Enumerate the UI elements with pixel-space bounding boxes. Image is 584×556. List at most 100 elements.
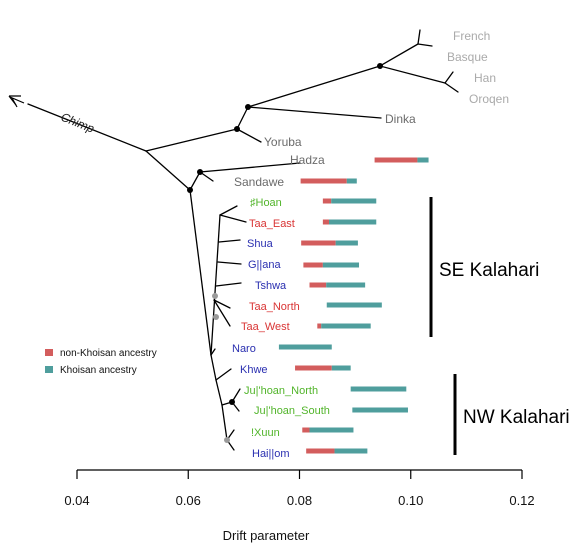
x-axis-label: Drift parameter bbox=[223, 528, 310, 543]
bar-khoisan-taa-east bbox=[328, 219, 377, 225]
x-tick-label: 0.04 bbox=[64, 493, 89, 508]
bar-non-khoisan-hoan bbox=[322, 198, 332, 204]
branch-hoan bbox=[219, 205, 238, 216]
bar-khoisan-hoan bbox=[331, 198, 377, 204]
branch-tshwa bbox=[215, 282, 242, 287]
population-label-hoan: ♯Hoan bbox=[250, 197, 282, 209]
admixture-node bbox=[212, 293, 218, 299]
population-label-han: Han bbox=[474, 71, 496, 85]
bar-khoisan-tshwa bbox=[326, 282, 366, 288]
bar-khoisan-shua bbox=[335, 240, 358, 246]
bar-non-khoisan-tshwa bbox=[309, 282, 327, 288]
branch-khoisan-spine bbox=[210, 354, 217, 381]
bar-khoisan-khwe bbox=[331, 365, 351, 371]
branch-internal bbox=[145, 128, 238, 152]
branch-internal bbox=[247, 65, 381, 108]
branch-khoisan-spine bbox=[215, 379, 223, 406]
bar-non-khoisan-hadza bbox=[374, 157, 418, 163]
population-label-naro: Naro bbox=[232, 343, 256, 355]
branch-hadza bbox=[199, 162, 301, 173]
legend-label: non-Khoisan ancestry bbox=[60, 348, 157, 359]
branch-shua bbox=[218, 239, 241, 243]
bar-khoisan-g-ana bbox=[322, 262, 360, 268]
se-kalahari-bracket: SE Kalahari bbox=[429, 197, 539, 337]
bar-non-khoisan-hai-om bbox=[306, 448, 335, 454]
legend-swatch-non-khoisan bbox=[45, 349, 53, 356]
x-axis-ticks: 0.04 0.06 0.08 0.10 0.12 bbox=[64, 470, 535, 508]
group-label-se: SE Kalahari bbox=[439, 260, 539, 281]
population-label-french: French bbox=[453, 29, 490, 43]
population-labels: French Basque Han Oroqen Dinka Yoruba Hadza San… bbox=[232, 29, 509, 460]
bar-non-khoisan-g-ana bbox=[303, 262, 323, 268]
x-tick-label: 0.08 bbox=[287, 493, 312, 508]
population-label-taa-north: Taa_North bbox=[249, 301, 300, 313]
node-dot bbox=[377, 63, 383, 69]
chimp-label: Chimp bbox=[59, 110, 97, 136]
branch-han bbox=[444, 71, 454, 84]
branch-chimp bbox=[27, 103, 147, 152]
bar-non-khoisan-khwe bbox=[295, 365, 332, 371]
population-label-ju-hoan-north: Ju|'hoan_North bbox=[244, 385, 318, 397]
group-label-nw: NW Kalahari bbox=[463, 407, 570, 428]
admixture-node bbox=[213, 314, 219, 320]
branch-se-stem bbox=[210, 214, 221, 356]
bar-khoisan-ju-hoan-north bbox=[350, 386, 407, 392]
branch-taa-east bbox=[219, 214, 247, 223]
node-dot bbox=[187, 187, 193, 193]
population-label-basque: Basque bbox=[447, 50, 488, 64]
x-tick-label: 0.10 bbox=[398, 493, 423, 508]
population-label-yoruba: Yoruba bbox=[264, 135, 302, 149]
population-label-oroqen: Oroqen bbox=[469, 92, 509, 106]
branch-internal bbox=[236, 106, 249, 130]
nw-kalahari-bracket: NW Kalahari bbox=[453, 374, 570, 455]
branch-khwe bbox=[215, 368, 232, 381]
bar-khoisan-hadza bbox=[417, 157, 429, 163]
branch-internal bbox=[189, 171, 201, 191]
branch-dinka bbox=[247, 106, 382, 119]
population-label-g-ana: G||ana bbox=[248, 259, 282, 271]
branch-taa-north bbox=[213, 299, 231, 309]
node-dot bbox=[234, 126, 240, 132]
population-label-hai-om: Hai||om bbox=[252, 448, 290, 460]
bar-non-khoisan-sandawe bbox=[300, 178, 347, 184]
bar-khoisan-ju-hoan-south bbox=[352, 407, 408, 413]
population-label-hadza: Hadza bbox=[290, 153, 325, 167]
bar-khoisan-taa-west bbox=[321, 323, 371, 329]
legend-swatch-khoisan bbox=[45, 366, 53, 373]
tree-nodes bbox=[187, 63, 383, 443]
population-label-shua: Shua bbox=[247, 238, 274, 250]
legend-label: Khoisan ancestry bbox=[60, 365, 137, 376]
bar-khoisan-taa-north bbox=[326, 302, 382, 308]
population-label-xuun: !Xuun bbox=[251, 427, 280, 439]
phylogenetic-tree bbox=[27, 29, 459, 451]
population-label-khwe: Khwe bbox=[240, 364, 268, 376]
branch-french bbox=[417, 29, 421, 45]
node-dot bbox=[197, 169, 203, 175]
branch-taa-west bbox=[213, 299, 231, 327]
branch-gllana bbox=[217, 261, 242, 265]
branch-basque bbox=[417, 43, 433, 47]
population-label-sandawe: Sandawe bbox=[234, 175, 284, 189]
branch-oroqen bbox=[444, 82, 459, 93]
population-label-taa-west: Taa_West bbox=[241, 321, 290, 333]
population-label-dinka: Dinka bbox=[385, 112, 416, 126]
branch-yoruba bbox=[236, 128, 262, 143]
bar-khoisan-naro bbox=[278, 344, 332, 350]
branch-internal bbox=[145, 150, 191, 191]
x-tick-label: 0.06 bbox=[176, 493, 201, 508]
bar-khoisan-xuun bbox=[309, 427, 354, 433]
bar-non-khoisan-shua bbox=[301, 240, 336, 246]
bar-khoisan-hai-om bbox=[334, 448, 368, 454]
chimp-arrow-icon bbox=[8, 95, 25, 108]
ancestry-bars bbox=[278, 157, 429, 454]
bar-non-khoisan-taa-west bbox=[317, 323, 322, 329]
node-dot bbox=[229, 399, 235, 405]
population-label-tshwa: Tshwa bbox=[255, 280, 287, 292]
bar-non-khoisan-xuun bbox=[302, 427, 310, 433]
branch-internal bbox=[379, 43, 419, 67]
x-tick-label: 0.12 bbox=[509, 493, 534, 508]
admixture-node bbox=[224, 437, 230, 443]
branch-naro bbox=[210, 348, 216, 356]
bar-non-khoisan-taa-east bbox=[322, 219, 329, 225]
